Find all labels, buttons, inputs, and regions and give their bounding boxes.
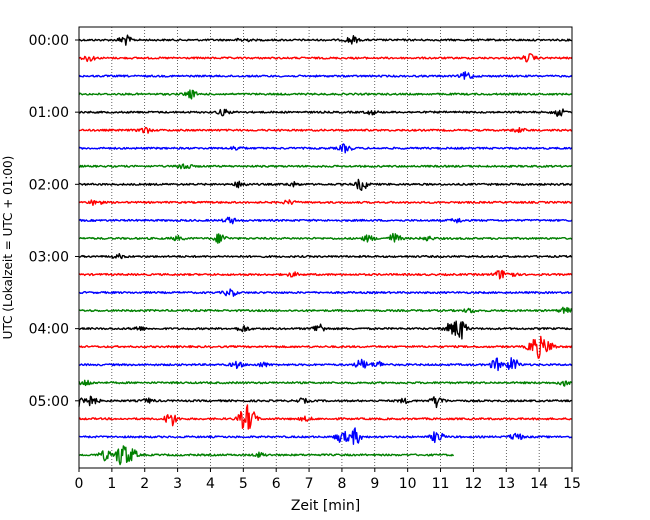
trace-0430 [78, 357, 573, 372]
trace-0215 [78, 199, 573, 206]
y-tick-label-2: 02:00 [29, 177, 69, 193]
y-tick-label-4: 04:00 [29, 322, 69, 338]
x-tick-label-0: 0 [75, 476, 84, 492]
x-tick-label-11: 11 [432, 476, 450, 492]
trace-0000 [78, 34, 573, 46]
y-axis: 00:00 01:00 02:00 03:00 04:00 05:00 [29, 33, 79, 410]
trace-0400 [78, 320, 573, 340]
x-tick-label-15: 15 [563, 476, 581, 492]
x-tick-label-12: 12 [464, 476, 482, 492]
y-tick-label-1: 01:00 [29, 105, 69, 121]
trace-0445 [78, 379, 573, 387]
trace-0530 [78, 427, 573, 445]
x-tick-label-7: 7 [305, 476, 314, 492]
y-tick-label-3: 03:00 [29, 249, 69, 265]
trace-0515 [78, 404, 573, 430]
x-tick-label-10: 10 [399, 476, 417, 492]
trace-0500 [78, 395, 573, 409]
x-tick-label-14: 14 [530, 476, 548, 492]
trace-0545 [78, 445, 455, 466]
trace-0200 [78, 178, 573, 191]
y-tick-label-5: 05:00 [29, 394, 69, 410]
trace-0330 [78, 288, 573, 297]
trace-0415 [78, 335, 573, 359]
x-tick-label-9: 9 [370, 476, 379, 492]
x-tick-label-2: 2 [140, 476, 149, 492]
y-tick-label-0: 00:00 [29, 33, 69, 49]
trace-0245 [78, 232, 573, 244]
grid [111, 27, 540, 468]
plot-frame [78, 26, 573, 469]
trace-0345 [78, 306, 573, 314]
trace-0100 [78, 108, 573, 117]
trace-0145 [78, 163, 573, 170]
x-tick-label-1: 1 [107, 476, 116, 492]
trace-0300 [78, 253, 573, 260]
x-axis: 0 1 2 3 4 5 6 7 8 9 10 11 12 13 14 15 [75, 468, 581, 492]
trace-0230 [78, 216, 573, 225]
trace-0315 [78, 269, 573, 280]
trace-0045 [78, 89, 573, 100]
trace-0130 [78, 143, 573, 154]
x-tick-label-8: 8 [337, 476, 346, 492]
x-axis-title: Zeit [min] [291, 498, 360, 514]
trace-0015 [78, 53, 573, 63]
x-tick-label-5: 5 [239, 476, 248, 492]
trace-0030 [78, 71, 573, 80]
x-tick-label-3: 3 [173, 476, 182, 492]
x-tick-label-4: 4 [206, 476, 215, 492]
x-tick-label-6: 6 [272, 476, 281, 492]
trace-0115 [78, 126, 573, 134]
x-tick-label-13: 13 [497, 476, 515, 492]
trace-area [78, 34, 573, 466]
y-axis-title: UTC (Lokalzeit = UTC + 01:00) [1, 156, 15, 340]
